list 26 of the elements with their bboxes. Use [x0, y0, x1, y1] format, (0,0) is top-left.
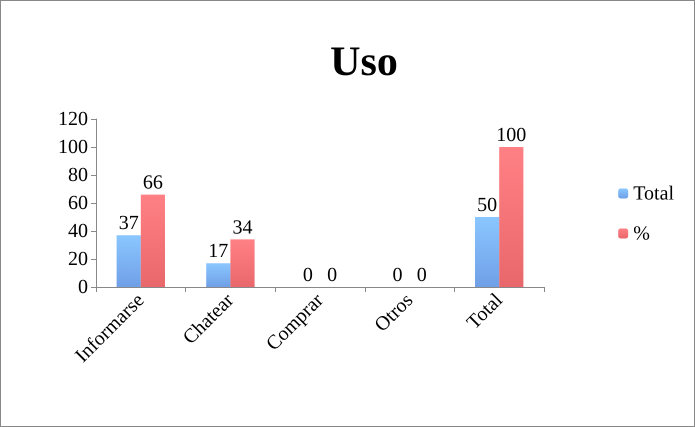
y-tick-label: 100	[58, 136, 88, 158]
bar	[475, 217, 500, 287]
data-label: 50	[477, 194, 498, 216]
y-tick-label: 0	[78, 276, 88, 298]
data-label: 0	[327, 264, 338, 286]
y-tick-label: 80	[68, 164, 88, 186]
data-label: 34	[232, 216, 252, 238]
legend-label: %	[633, 222, 650, 244]
data-label: 100	[496, 124, 526, 146]
y-tick-label: 60	[68, 192, 88, 214]
bar	[116, 235, 141, 287]
legend-label: Total	[633, 182, 674, 204]
bar	[499, 147, 524, 287]
chart-title: Uso	[330, 39, 398, 85]
bar	[140, 194, 165, 287]
data-label: 0	[416, 264, 427, 286]
data-label: 17	[208, 240, 228, 262]
data-label: 0	[392, 264, 403, 286]
bar	[230, 239, 255, 287]
y-tick-label: 40	[68, 220, 88, 242]
data-label: 66	[142, 172, 163, 194]
data-label: 37	[118, 212, 139, 234]
y-tick-label: 20	[68, 248, 88, 270]
y-tick-label: 120	[58, 108, 88, 130]
bar	[206, 263, 230, 287]
data-label: 0	[302, 264, 313, 286]
